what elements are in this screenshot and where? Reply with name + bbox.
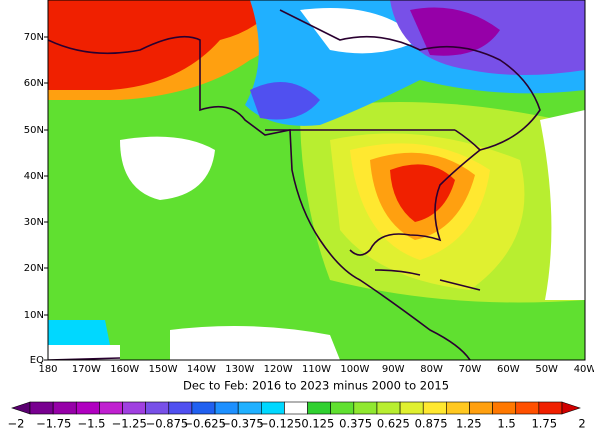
lat-label: 10N [24,310,44,321]
lat-label: 50N [24,125,44,136]
lon-label: 130W [225,364,254,375]
colorbar-label: −0.125 [259,417,302,431]
lon-label: 120W [264,364,293,375]
lon-label: 70W [459,364,482,375]
lon-label: 160W [110,364,139,375]
colorbar-box [353,401,378,415]
colorbar-label: 0.875 [415,417,448,431]
colorbar-box [191,401,216,415]
colorbar-box [515,401,540,415]
colorbar-box [422,401,447,415]
colorbar-label: −1.25 [112,417,147,431]
lon-label: 60W [497,364,520,375]
colorbar-label: 2 [578,417,585,431]
colorbar-box [376,401,401,415]
lon-label: 170W [72,364,101,375]
colorbar-box [237,401,262,415]
colorbar-box [168,401,193,415]
caption: Dec to Feb: 2016 to 2023 minus 2000 to 2… [183,379,449,393]
lon-label: 50W [535,364,558,375]
colorbar-label: −1.75 [36,417,71,431]
colorbar-box [261,401,285,415]
anomaly-field [48,0,585,360]
colorbar-box [29,401,54,415]
lon-label: 110W [302,364,331,375]
colorbar-box [145,401,170,415]
colorbar-label: 0.125 [301,417,334,431]
colorbar-box [399,401,424,415]
colorbar-box [122,401,146,415]
colorbar-label: 0.625 [377,417,410,431]
colorbar-box [52,401,77,415]
colorbar-label: 1.25 [456,417,482,431]
coastlines [48,9,541,360]
colorbar-label: −2 [8,417,25,431]
colorbar-box [330,401,355,415]
colorbar-box [214,401,239,415]
colorbar-box [307,401,331,415]
colorbar-box [469,401,493,415]
colorbar-box [99,401,123,415]
lon-label: 100W [340,364,369,375]
lat-label: 30N [24,217,44,228]
colorbar-label: −0.375 [221,417,264,431]
lon-label: 140W [187,364,216,375]
lat-label: EQ [30,355,44,366]
lon-label: 40W [574,364,594,375]
colorbar-label: 1.5 [497,417,515,431]
lon-label: 80W [420,364,443,375]
lon-label: 150W [149,364,178,375]
colorbar-label: 1.75 [531,417,557,431]
lon-label: 180 [38,364,57,375]
lon-label: 90W [382,364,405,375]
colorbar-label: −0.875 [146,417,189,431]
colorbar-arrow [11,401,31,415]
colorbar-box [446,401,470,415]
colorbar-box [284,401,308,415]
colorbar-box [492,401,517,415]
lat-label: 70N [24,32,44,43]
lat-label: 20N [24,263,44,274]
colorbar-label: 0.375 [339,417,372,431]
lat-label: 40N [24,171,44,182]
lat-label: 60N [24,78,44,89]
map-frame [47,0,586,361]
colorbar-label: −1.5 [77,417,105,431]
colorbar-box [75,401,100,415]
colorbar-arrow [561,401,581,415]
colorbar-box [538,401,563,415]
colorbar-label: −0.625 [183,417,226,431]
